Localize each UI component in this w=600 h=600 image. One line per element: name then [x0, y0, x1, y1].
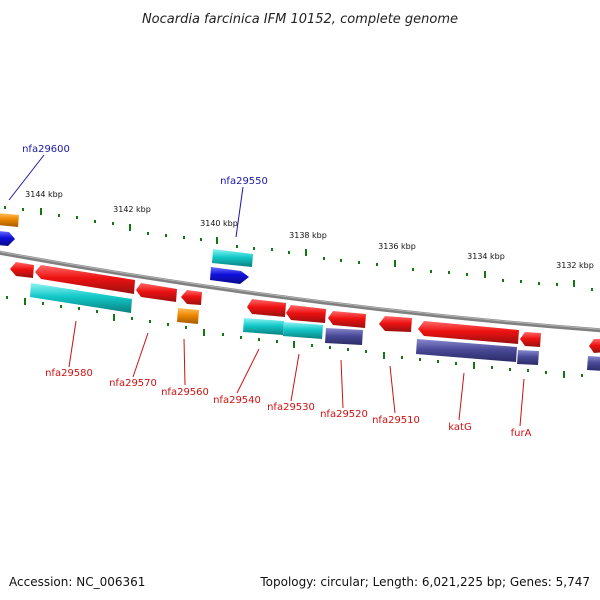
- gene-feature-cyan[interactable]: [283, 322, 323, 339]
- gene-label[interactable]: nfa29510: [372, 415, 420, 426]
- scale-label: 3134 kbp: [467, 252, 505, 261]
- gene-label[interactable]: nfa29540: [213, 395, 261, 406]
- gene-label[interactable]: nfa29550: [220, 176, 268, 187]
- gene-feature-slate[interactable]: [325, 328, 363, 345]
- gene-arrow-red[interactable]: [10, 262, 34, 278]
- scale-label: 3138 kbp: [289, 231, 327, 240]
- genome-backbone: [0, 250, 600, 333]
- gene-label[interactable]: nfa29560: [161, 387, 209, 398]
- gene-feature-slate[interactable]: [416, 339, 517, 362]
- gene-arrow-red[interactable]: [247, 299, 286, 317]
- gene-arrow-blue[interactable]: [0, 231, 15, 246]
- gene-arrow-red[interactable]: [520, 332, 541, 347]
- map-title: Nocardia farcinica IFM 10152, complete g…: [142, 12, 458, 27]
- scale-label: 3144 kbp: [25, 190, 63, 199]
- forward-label-leaders: [8, 154, 244, 238]
- reverse-strand: [10, 262, 600, 371]
- gene-label[interactable]: nfa29530: [267, 402, 315, 413]
- gene-feature-slate[interactable]: [517, 350, 539, 365]
- gene-arrow-red[interactable]: [418, 321, 519, 344]
- gene-label[interactable]: furA: [511, 428, 532, 439]
- gene-label[interactable]: nfa29570: [109, 378, 157, 389]
- gene-feature-slate[interactable]: [587, 356, 600, 371]
- forward-strand: [0, 213, 253, 284]
- gene-feature-orange[interactable]: [177, 308, 199, 324]
- gene-labels-reverse: nfa29580 nfa29570 nfa29560 nfa29540 nfa2…: [45, 368, 531, 439]
- upper-scale-ticks: [4, 206, 593, 291]
- lower-scale-ticks: [6, 296, 583, 378]
- gene-arrow-red[interactable]: [286, 305, 326, 323]
- gene-feature-orange[interactable]: [0, 213, 19, 227]
- gene-arrow-red[interactable]: [379, 316, 412, 332]
- scale-label: 3132 kbp: [556, 261, 594, 270]
- scale-label: 3140 kbp: [200, 219, 238, 228]
- gene-feature-cyan[interactable]: [243, 318, 284, 335]
- gene-feature-cyan[interactable]: [212, 249, 253, 267]
- gene-arrow-red[interactable]: [328, 311, 366, 328]
- gene-label[interactable]: nfa29520: [320, 409, 368, 420]
- gene-label[interactable]: nfa29600: [22, 144, 70, 155]
- scale-label: 3142 kbp: [113, 205, 151, 214]
- gene-arrow-red[interactable]: [35, 265, 135, 294]
- scale-labels: 3144 kbp 3142 kbp 3140 kbp 3138 kbp 3136…: [25, 190, 594, 270]
- gene-labels-forward: nfa29600 nfa29550: [22, 144, 268, 187]
- gene-arrow-red[interactable]: [181, 290, 202, 305]
- gene-label[interactable]: nfa29580: [45, 368, 93, 379]
- accession-text: Accession: NC_006361: [9, 575, 145, 589]
- scale-label: 3136 kbp: [378, 242, 416, 251]
- gene-feature-cyan[interactable]: [30, 283, 132, 313]
- gene-arrow-red[interactable]: [589, 339, 600, 353]
- gene-label[interactable]: katG: [448, 422, 471, 433]
- genome-stats-text: Topology: circular; Length: 6,021,225 bp…: [259, 575, 590, 589]
- genome-backbone-highlight: [0, 251, 600, 330]
- reverse-label-leaders: [68, 320, 525, 427]
- gene-arrow-blue[interactable]: [210, 267, 249, 284]
- gene-arrow-red[interactable]: [136, 283, 177, 302]
